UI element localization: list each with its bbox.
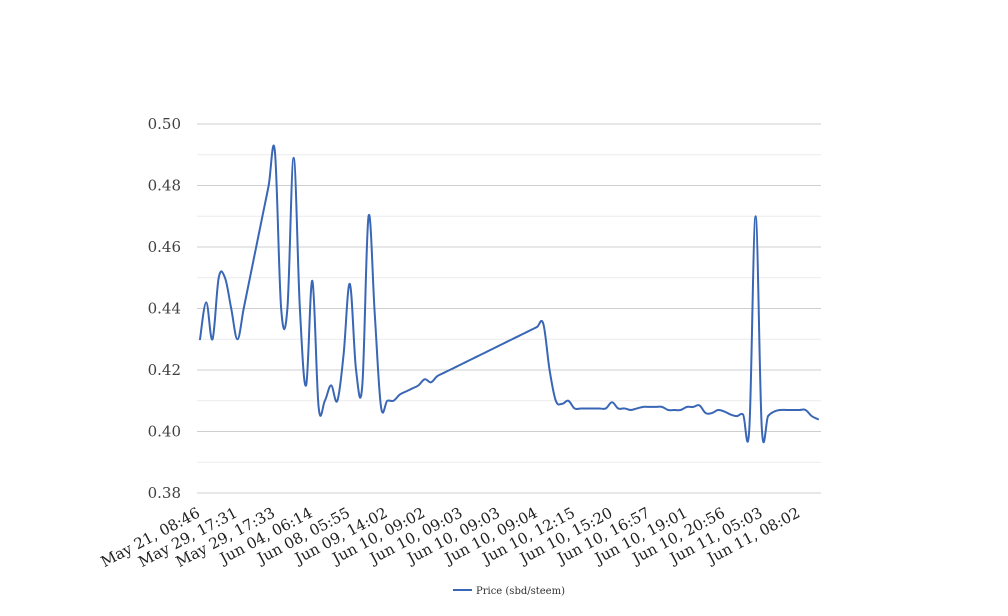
y-tick-label: 0.40 (148, 423, 181, 441)
legend: Price (sbd/steem) (453, 586, 565, 597)
y-tick-label: 0.50 (148, 115, 181, 133)
legend-label: Price (sbd/steem) (476, 586, 565, 597)
series-line (199, 144, 819, 444)
y-tick-label: 0.42 (148, 361, 181, 379)
y-tick-label: 0.38 (148, 484, 181, 502)
y-axis-ticks: 0.38 0.40 0.42 0.44 0.46 0.48 0.50 (148, 115, 181, 502)
y-tick-label: 0.46 (148, 238, 181, 256)
grid (197, 123, 821, 494)
y-tick-label: 0.44 (148, 300, 181, 318)
y-tick-label: 0.48 (148, 177, 181, 195)
series-layer (199, 144, 819, 444)
